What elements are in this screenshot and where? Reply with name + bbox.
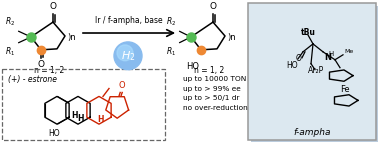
Text: Ar₂P: Ar₂P xyxy=(308,66,324,75)
Circle shape xyxy=(117,45,133,61)
Text: HO: HO xyxy=(48,129,60,138)
Text: H: H xyxy=(78,114,84,123)
Text: up to > 99% ee: up to > 99% ee xyxy=(183,85,241,92)
Text: $R_2$: $R_2$ xyxy=(166,16,176,28)
Text: H: H xyxy=(98,115,104,124)
Text: tBu: tBu xyxy=(301,28,315,37)
Text: O: O xyxy=(209,2,217,11)
Text: H: H xyxy=(328,51,333,57)
Text: f-ampha: f-ampha xyxy=(293,128,331,137)
Text: )n: )n xyxy=(67,34,76,42)
Text: up to 10000 TON: up to 10000 TON xyxy=(183,76,246,82)
Text: )n: )n xyxy=(227,34,235,42)
Text: no over-reduction: no over-reduction xyxy=(183,105,248,111)
Bar xyxy=(2,69,165,140)
Text: Ir / f-ampha, base: Ir / f-ampha, base xyxy=(95,16,163,25)
Circle shape xyxy=(114,42,142,70)
Text: N: N xyxy=(324,53,331,62)
Text: O: O xyxy=(37,60,45,69)
Text: $H_2$: $H_2$ xyxy=(121,49,135,63)
Text: O: O xyxy=(295,54,301,63)
Text: $R_2$: $R_2$ xyxy=(5,16,15,28)
Text: $R_1$: $R_1$ xyxy=(5,46,15,58)
Text: HO: HO xyxy=(287,61,298,70)
Text: n = 1, 2: n = 1, 2 xyxy=(194,66,224,75)
Bar xyxy=(251,6,378,142)
Text: O: O xyxy=(50,2,56,11)
Text: Fe: Fe xyxy=(340,85,350,94)
Text: $R_1$: $R_1$ xyxy=(166,46,176,58)
Text: n = 1, 2: n = 1, 2 xyxy=(34,66,64,75)
Text: up to > 50/1 dr: up to > 50/1 dr xyxy=(183,95,240,101)
Text: H: H xyxy=(71,111,77,120)
Text: Me: Me xyxy=(344,49,353,54)
Text: HO: HO xyxy=(186,62,200,71)
Text: (+) - estrone: (+) - estrone xyxy=(8,75,57,84)
Text: O: O xyxy=(119,82,125,90)
Bar xyxy=(248,3,376,140)
